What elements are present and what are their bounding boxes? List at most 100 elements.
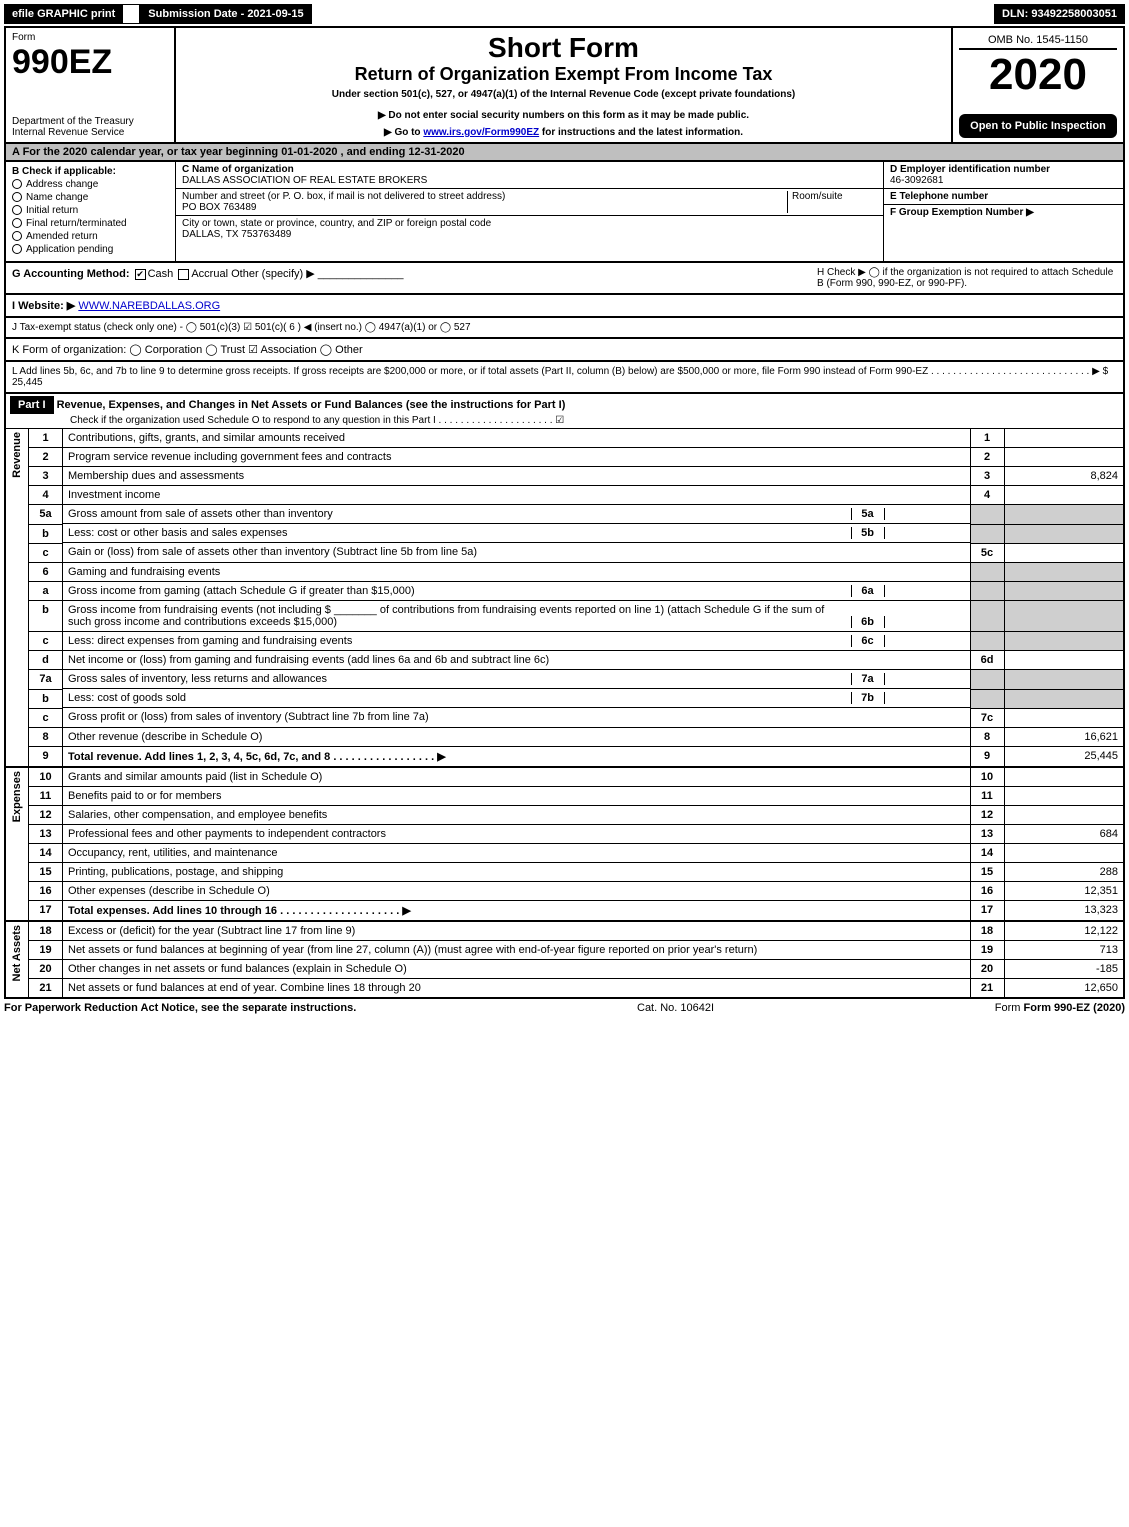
row-g: G Accounting Method: Cash Accrual Other … <box>4 263 1125 295</box>
top-bar: efile GRAPHIC print Submission Date - 20… <box>4 4 1125 24</box>
l7b-text: Less: cost of goods sold <box>68 692 851 704</box>
cash-label: Cash <box>148 268 174 280</box>
l14-num: 14 <box>29 843 63 862</box>
chk-final-return[interactable]: Final return/terminated <box>12 218 169 229</box>
header-right: OMB No. 1545-1150 2020 Open to Public In… <box>953 28 1123 142</box>
form-title: Return of Organization Exempt From Incom… <box>184 64 943 85</box>
row-j: J Tax-exempt status (check only one) - ◯… <box>4 318 1125 339</box>
header-left: Form 990EZ Department of the Treasury In… <box>6 28 176 142</box>
note-ssn: ▶ Do not enter social security numbers o… <box>184 110 943 121</box>
chk-accrual[interactable] <box>178 269 189 280</box>
form-instructions-link[interactable]: www.irs.gov/Form990EZ <box>423 127 539 138</box>
l5a-text: Gross amount from sale of assets other t… <box>68 508 851 520</box>
efile-label: efile GRAPHIC print <box>4 4 123 24</box>
l15-text: Printing, publications, postage, and shi… <box>63 862 971 881</box>
l5a-lineno-shade <box>970 505 1004 525</box>
chk-initial-return[interactable]: Initial return <box>12 205 169 216</box>
l4-text: Investment income <box>63 486 971 505</box>
chk-application-pending[interactable]: Application pending <box>12 244 169 255</box>
l17-text: Total expenses. Add lines 10 through 16 … <box>68 905 411 917</box>
l6a-amount-shade <box>1004 581 1124 601</box>
row-i: I Website: ▶ WWW.NAREBDALLAS.ORG <box>4 295 1125 318</box>
l12-num: 12 <box>29 805 63 824</box>
l20-num: 20 <box>29 959 63 978</box>
l7c-text: Gross profit or (loss) from sales of inv… <box>63 708 971 727</box>
l1-num: 1 <box>29 429 63 448</box>
l13-amount: 684 <box>1004 824 1124 843</box>
part1-table: Revenue 1 Contributions, gifts, grants, … <box>4 429 1125 999</box>
l4-amount <box>1004 486 1124 505</box>
l7c-num: c <box>29 708 63 727</box>
l14-lineno: 14 <box>970 843 1004 862</box>
l6-amount-shade <box>1004 562 1124 581</box>
l5b-lineno-shade <box>970 524 1004 543</box>
footer-form-no: Form 990-EZ (2020) <box>1024 1002 1125 1014</box>
l6-lineno-shade <box>970 562 1004 581</box>
l5c-lineno: 5c <box>970 543 1004 562</box>
l12-text: Salaries, other compensation, and employ… <box>63 805 971 824</box>
f-label: F Group Exemption Number ▶ <box>890 207 1117 218</box>
open-to-public: Open to Public Inspection <box>959 114 1117 138</box>
l17-lineno: 17 <box>970 900 1004 921</box>
l6d-amount <box>1004 651 1124 670</box>
l13-lineno: 13 <box>970 824 1004 843</box>
row-k: K Form of organization: ◯ Corporation ◯ … <box>4 339 1125 362</box>
l21-lineno: 21 <box>970 978 1004 998</box>
l10-lineno: 10 <box>970 767 1004 787</box>
l6a-sublabel: 6a <box>851 585 885 597</box>
l7a-sublabel: 7a <box>851 673 885 685</box>
l19-text: Net assets or fund balances at beginning… <box>63 940 971 959</box>
chk-name-change[interactable]: Name change <box>12 192 169 203</box>
form-subtitle: Under section 501(c), 527, or 4947(a)(1)… <box>184 89 943 100</box>
chk-amended-return[interactable]: Amended return <box>12 231 169 242</box>
g-label: G Accounting Method: <box>12 268 130 280</box>
website-link[interactable]: WWW.NAREBDALLAS.ORG <box>78 300 220 312</box>
footer-form: Form Form 990-EZ (2020) <box>995 1002 1125 1014</box>
l10-num: 10 <box>29 767 63 787</box>
l5c-num: c <box>29 543 63 562</box>
submission-date: Submission Date - 2021-09-15 <box>140 4 311 24</box>
l18-text: Excess or (deficit) for the year (Subtra… <box>63 921 971 941</box>
part1-header: Part I Revenue, Expenses, and Changes in… <box>4 394 1125 429</box>
l3-lineno: 3 <box>970 467 1004 486</box>
header-center: Short Form Return of Organization Exempt… <box>176 28 953 142</box>
l6c-num: c <box>29 632 63 651</box>
l8-lineno: 8 <box>970 727 1004 746</box>
form-header: Form 990EZ Department of the Treasury In… <box>4 26 1125 144</box>
l5b-amount-shade <box>1004 524 1124 543</box>
l20-amount: -185 <box>1004 959 1124 978</box>
l2-lineno: 2 <box>970 448 1004 467</box>
i-label: I Website: ▶ <box>12 300 75 312</box>
l10-amount <box>1004 767 1124 787</box>
l16-lineno: 16 <box>970 881 1004 900</box>
other-label: Other (specify) ▶ <box>231 268 315 280</box>
l14-text: Occupancy, rent, utilities, and maintena… <box>63 843 971 862</box>
l11-text: Benefits paid to or for members <box>63 786 971 805</box>
l5a-num: 5a <box>29 505 63 525</box>
h-text: H Check ▶ ◯ if the organization is not r… <box>817 267 1117 289</box>
l20-text: Other changes in net assets or fund bala… <box>63 959 971 978</box>
l6a-num: a <box>29 581 63 601</box>
chk-address-change[interactable]: Address change <box>12 179 169 190</box>
l5c-text: Gain or (loss) from sale of assets other… <box>63 543 971 562</box>
section-c: C Name of organization DALLAS ASSOCIATIO… <box>176 162 883 261</box>
chk-cash[interactable] <box>135 269 146 280</box>
l6-text: Gaming and fundraising events <box>63 562 971 581</box>
org-name: DALLAS ASSOCIATION OF REAL ESTATE BROKER… <box>182 175 877 186</box>
addr-label: Number and street (or P. O. box, if mail… <box>182 191 787 202</box>
l6c-text: Less: direct expenses from gaming and fu… <box>68 635 851 647</box>
l1-text: Contributions, gifts, grants, and simila… <box>63 429 971 448</box>
l7a-num: 7a <box>29 670 63 690</box>
l13-num: 13 <box>29 824 63 843</box>
l21-num: 21 <box>29 978 63 998</box>
l9-lineno: 9 <box>970 746 1004 767</box>
l6d-lineno: 6d <box>970 651 1004 670</box>
l17-num: 17 <box>29 900 63 921</box>
l7b-sublabel: 7b <box>851 692 885 704</box>
footer-left: For Paperwork Reduction Act Notice, see … <box>4 1002 356 1014</box>
l11-amount <box>1004 786 1124 805</box>
part1-title: Revenue, Expenses, and Changes in Net As… <box>57 399 566 411</box>
l8-text: Other revenue (describe in Schedule O) <box>63 727 971 746</box>
side-netassets: Net Assets <box>11 925 23 981</box>
l1-lineno: 1 <box>970 429 1004 448</box>
